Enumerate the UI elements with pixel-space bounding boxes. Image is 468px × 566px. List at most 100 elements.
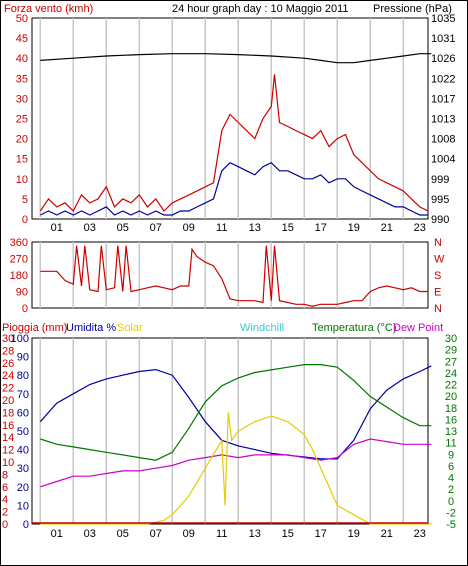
humidity-tick-label: 50: [17, 426, 29, 438]
pressure-tick-label: 990: [431, 214, 449, 226]
x-tick-label: 23: [414, 528, 426, 540]
x-tick-label: 23: [414, 222, 426, 234]
rain-tick-label: 22: [2, 383, 14, 395]
wind-tick-label: 45: [16, 33, 28, 45]
rain-tick-label: 18: [2, 407, 14, 419]
rain-tick-label: 26: [2, 358, 14, 370]
rain-tick-label: 0: [2, 519, 8, 531]
humidity-tick-label: 10: [17, 500, 29, 512]
direction-tick-label: 0: [22, 303, 28, 315]
pressure-tick-label: 1017: [431, 93, 455, 105]
compass-tick-label: N: [434, 237, 442, 249]
temperature-tick-label: 18: [445, 403, 457, 415]
rain-tick-label: 30: [2, 333, 14, 345]
wind-tick-label: 10: [16, 174, 28, 186]
pressure-tick-label: 1035: [431, 13, 455, 25]
wind-tick-label: 15: [16, 154, 28, 166]
humidity-tick-label: 30: [17, 463, 29, 475]
wind-tick-label: 25: [16, 114, 28, 126]
humidity-tick-label: 0: [23, 519, 29, 531]
direction-tick-label: 180: [10, 270, 28, 282]
temperature-tick-label: 24: [445, 368, 457, 380]
rain-tick-label: 4: [2, 494, 8, 506]
pressure-line: [40, 53, 432, 64]
wind-gust-line: [39, 74, 429, 212]
humidity-tick-label: 60: [17, 407, 29, 419]
pressure-tick-label: 1013: [431, 114, 455, 126]
x-tick-label: 03: [84, 222, 96, 234]
humidity-tick-label: 40: [17, 445, 29, 457]
wind-tick-label: 5: [22, 194, 28, 206]
pressure-axis-label: Pressione (hPa): [373, 3, 452, 15]
temperature-tick-label: 9: [448, 449, 454, 461]
x-tick-label: 21: [381, 222, 393, 234]
rain-tick-label: 2: [2, 507, 8, 519]
x-tick-label: 17: [315, 222, 327, 234]
x-tick-label: 19: [348, 528, 360, 540]
pressure-tick-label: 995: [431, 194, 449, 206]
pressure-tick-label: 1026: [431, 53, 455, 65]
temperature-tick-label: 4: [448, 473, 454, 485]
solar-line: [40, 412, 432, 525]
rain-tick-label: 8: [2, 469, 8, 481]
direction-tick-label: 360: [10, 237, 28, 249]
x-tick-label: 05: [117, 222, 129, 234]
rain-tick-label: 24: [2, 370, 14, 382]
rain-tick-label: 10: [2, 457, 14, 469]
temperature-tick-label: -5: [446, 519, 456, 531]
rain-tick-label: 28: [2, 345, 14, 357]
x-tick-label: 07: [150, 528, 162, 540]
x-tick-label: 13: [249, 528, 261, 540]
humidity-tick-label: 100: [11, 333, 29, 345]
compass-tick-label: S: [434, 270, 441, 282]
wind-tick-label: 35: [16, 73, 28, 85]
wind-tick-label: 20: [16, 134, 28, 146]
dewpoint-label: Dew Point: [393, 322, 443, 334]
temperature-tick-label: 27: [445, 356, 457, 368]
humidity-tick-label: 20: [17, 482, 29, 494]
humidity-label: Umidita %: [66, 322, 116, 334]
x-tick-label: 07: [150, 222, 162, 234]
wind-direction-line: [40, 245, 428, 307]
direction-tick-label: 270: [10, 254, 28, 266]
pressure-tick-label: 1004: [431, 154, 455, 166]
humidity-tick-label: 90: [17, 352, 29, 364]
temperature-tick-label: 20: [445, 391, 457, 403]
plot-area: [31, 17, 429, 220]
temperature-tick-label: 16: [445, 414, 457, 426]
wind-axis-label: Forza vento (kmh): [4, 3, 93, 15]
chart-title: 24 hour graph day : 10 Maggio 2011: [172, 3, 349, 15]
wind-pressure-panel: 05 10 15 20 25 30 35 40 45 50 990 995 999 1004 1008 101…: [16, 13, 456, 234]
x-tick-label: 01: [51, 222, 63, 234]
x-tick-label: 11: [216, 222, 227, 234]
compass-tick-label: E: [434, 287, 441, 299]
temperature-tick-label: 30: [445, 333, 457, 345]
rain-tick-label: 20: [2, 395, 14, 407]
pressure-tick-label: 1031: [431, 33, 455, 45]
temperature-tick-label: 13: [445, 426, 457, 438]
humidity-tick-label: 70: [17, 389, 29, 401]
rain-tick-label: 6: [2, 482, 8, 494]
temperature-tick-label: 22: [445, 380, 457, 392]
x-tick-label: 09: [183, 528, 195, 540]
windchill-label: Windchill: [240, 322, 284, 334]
x-tick-label: 21: [381, 528, 393, 540]
pressure-tick-label: 1008: [431, 134, 455, 146]
humidity-tick-label: 80: [17, 370, 29, 382]
wind-speed-line: [40, 161, 428, 216]
x-tick-label: 03: [84, 528, 96, 540]
x-tick-label: 19: [348, 222, 360, 234]
x-tick-label: 01: [51, 528, 63, 540]
x-tick-label: 13: [249, 222, 261, 234]
pressure-tick-label: 999: [431, 174, 449, 186]
wind-tick-label: 50: [16, 13, 28, 25]
temperature-line: [40, 364, 432, 461]
plot-area: [31, 241, 429, 309]
wind-tick-label: 30: [16, 93, 28, 105]
solar-label: Solar: [117, 322, 143, 334]
wind-tick-label: 40: [16, 53, 28, 65]
pressure-tick-label: 1022: [431, 73, 455, 85]
x-tick-label: 17: [315, 528, 327, 540]
